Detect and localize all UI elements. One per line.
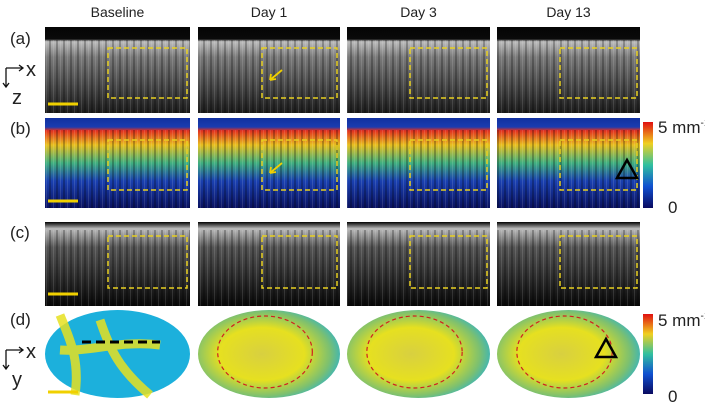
panels bbox=[45, 27, 640, 399]
colorbar-min: 0 bbox=[668, 387, 677, 404]
column-header: Baseline bbox=[91, 4, 145, 20]
axis-arrows bbox=[2, 346, 25, 371]
colorbar-max-text: 5 mm bbox=[658, 118, 701, 137]
axis-arrows bbox=[2, 64, 25, 89]
column-headers: Baseline Day 1 Day 3 Day 13 (a) (b) (c) (d) bbox=[10, 4, 591, 329]
triangle-marker bbox=[593, 336, 619, 359]
image-texture bbox=[45, 130, 190, 208]
row-label: (c) bbox=[10, 223, 30, 242]
en-face-map bbox=[347, 310, 490, 398]
row-label: (d) bbox=[10, 310, 31, 329]
image-texture bbox=[497, 40, 640, 113]
triangle-marker bbox=[614, 157, 640, 180]
column-header: Day 13 bbox=[546, 4, 591, 20]
roi-box bbox=[409, 139, 488, 191]
image-texture bbox=[347, 130, 490, 208]
roi-box bbox=[107, 47, 188, 99]
image-texture bbox=[198, 130, 340, 208]
axis-x-label: x bbox=[26, 59, 36, 81]
axes-xz bbox=[2, 64, 25, 89]
vessel bbox=[55, 313, 161, 399]
roi-box bbox=[261, 139, 338, 191]
roi-box bbox=[261, 235, 338, 289]
lesion-outline bbox=[217, 315, 313, 389]
roi-box bbox=[107, 139, 188, 191]
colorbar-max-text: 5 mm bbox=[658, 311, 701, 330]
colorbar-max: 5 mm-1 bbox=[658, 118, 705, 137]
roi-box bbox=[559, 139, 638, 191]
colorbar-min: 0 bbox=[668, 198, 677, 217]
colorbar bbox=[643, 122, 653, 208]
image-texture bbox=[347, 40, 490, 113]
image-texture bbox=[347, 230, 490, 306]
colorbar-max-exp: -1 bbox=[701, 311, 705, 322]
roi-box bbox=[409, 47, 488, 99]
en-face-map bbox=[198, 310, 340, 398]
arrow bbox=[269, 69, 283, 81]
en-face-map bbox=[497, 310, 640, 398]
image-texture bbox=[198, 230, 340, 306]
column-header: Day 3 bbox=[400, 4, 437, 20]
colorbar-max-exp: -1 bbox=[701, 118, 705, 129]
axis-y-label: y bbox=[12, 369, 22, 391]
row-label: (b) bbox=[10, 119, 31, 138]
image-texture bbox=[198, 40, 340, 113]
colorbar-max: 5 mm-1 bbox=[658, 311, 705, 330]
image-texture bbox=[497, 230, 640, 306]
column-header: Day 1 bbox=[251, 4, 288, 20]
lesion-outline bbox=[366, 315, 463, 389]
roi-box bbox=[107, 235, 188, 289]
image-texture bbox=[45, 40, 190, 113]
axes-xy bbox=[2, 346, 25, 371]
axis-z-label: z bbox=[12, 87, 22, 109]
colorbar bbox=[643, 314, 653, 394]
roi-box bbox=[409, 235, 488, 289]
arrow bbox=[269, 162, 283, 174]
roi-box bbox=[261, 47, 338, 99]
axis-x-label: x bbox=[26, 341, 36, 363]
roi-box bbox=[559, 235, 638, 289]
roi-box bbox=[559, 47, 638, 99]
row-label: (a) bbox=[10, 29, 31, 48]
image-texture bbox=[497, 130, 640, 208]
